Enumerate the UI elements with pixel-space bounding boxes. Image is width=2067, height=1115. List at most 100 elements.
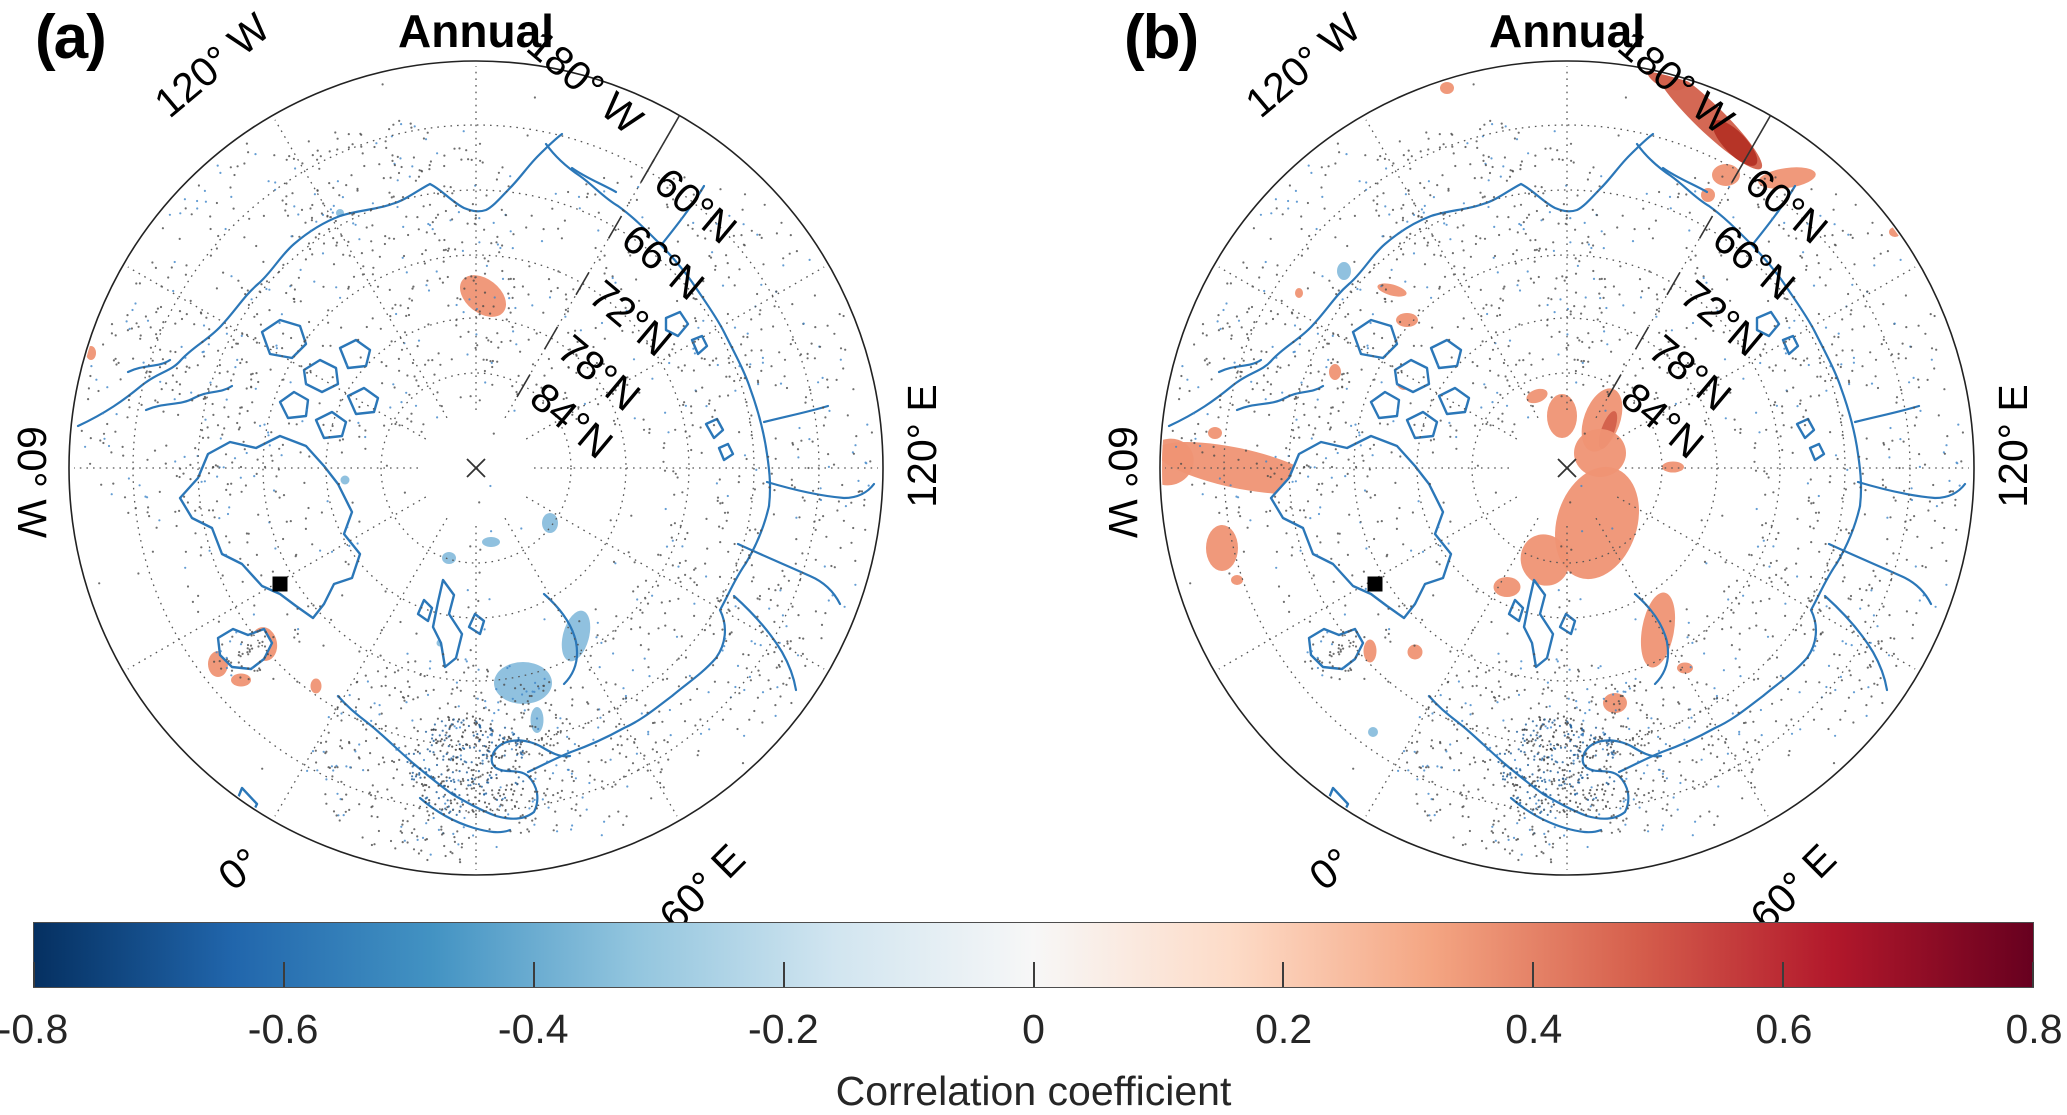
meridian-label: 180° W bbox=[519, 21, 652, 143]
correlation-region bbox=[531, 707, 544, 733]
island-coastline bbox=[1353, 320, 1397, 358]
correlation-regions bbox=[1137, 56, 1901, 737]
latitude-tick bbox=[576, 272, 589, 295]
island-coastline bbox=[348, 388, 378, 414]
meridian-label: 60° W bbox=[1100, 426, 1146, 538]
latitude-tick bbox=[545, 327, 558, 350]
island-coastline bbox=[1783, 336, 1798, 354]
station-marker bbox=[273, 577, 288, 592]
meridian-label: 0° bbox=[210, 839, 269, 899]
correlation-region bbox=[1408, 645, 1423, 660]
colorbar-tick-label: -0.8 bbox=[0, 1006, 68, 1053]
correlation-region bbox=[482, 537, 500, 547]
colorbar-tick-mark bbox=[33, 962, 35, 987]
island-coastline bbox=[316, 412, 346, 438]
pole-cross-marker bbox=[467, 459, 485, 477]
meridian-label: 180° W bbox=[1610, 21, 1743, 143]
correlation-region bbox=[1206, 525, 1238, 571]
island-coastline bbox=[719, 444, 733, 460]
island-coastline bbox=[469, 614, 484, 634]
colorbar-tick-label: 0.4 bbox=[1505, 1006, 1562, 1053]
correlation-region bbox=[442, 552, 456, 564]
colorbar-tick-label: -0.2 bbox=[748, 1006, 819, 1053]
latitude-tick bbox=[1636, 327, 1649, 350]
island-coastline bbox=[1797, 419, 1814, 438]
correlation-region bbox=[1231, 575, 1243, 585]
meridian-label: 120° E bbox=[899, 384, 945, 508]
meridian-line bbox=[1219, 267, 1517, 439]
correlation-region bbox=[341, 476, 350, 485]
islands bbox=[180, 312, 733, 820]
correlation-region bbox=[1208, 427, 1222, 439]
colorbar-tick-label: -0.4 bbox=[498, 1006, 569, 1053]
colorbar-gradient bbox=[33, 922, 2034, 988]
latitude-tick bbox=[609, 216, 622, 239]
coastline bbox=[1858, 482, 1965, 498]
colorbar-tick-mark bbox=[1282, 962, 1284, 987]
island-coastline bbox=[1810, 444, 1824, 460]
island-coastline bbox=[1439, 388, 1469, 414]
meridian-line bbox=[1366, 120, 1538, 418]
correlation-region bbox=[1524, 386, 1549, 406]
colorbar-tick-label: 0.8 bbox=[2006, 1006, 2063, 1053]
colorbar-tick-mark bbox=[533, 962, 535, 987]
colorbar-tick-label: 0 bbox=[1022, 1006, 1045, 1053]
coastline bbox=[1219, 360, 1261, 372]
colorbar-tick-mark bbox=[1782, 962, 1784, 987]
station-marker bbox=[1368, 577, 1383, 592]
map-clipped-content bbox=[1137, 56, 1965, 864]
colorbar-tick-mark bbox=[783, 962, 785, 987]
colorbar-tick-labels: -0.8 -0.6 -0.4 -0.2 0 0.2 0.4 0.6 0.8 bbox=[33, 1006, 2034, 1060]
island-coastline bbox=[1309, 629, 1363, 669]
correlation-region bbox=[1368, 727, 1378, 737]
coastline bbox=[764, 406, 828, 422]
colorbar-tick-label: 0.6 bbox=[1755, 1006, 1812, 1053]
island-coastline bbox=[1560, 614, 1575, 634]
coastline bbox=[128, 360, 170, 372]
correlation-region bbox=[1364, 640, 1377, 663]
colorbar-tick-label: -0.6 bbox=[248, 1006, 319, 1053]
correlation-region bbox=[1295, 288, 1303, 298]
island-coastline bbox=[262, 320, 306, 358]
correlation-region bbox=[1376, 281, 1408, 299]
island-coastline bbox=[180, 436, 360, 618]
colorbar-tick-mark bbox=[2032, 962, 2034, 987]
coastline bbox=[1855, 406, 1919, 422]
colorbar-tick-mark bbox=[1532, 962, 1534, 987]
correlation-region bbox=[311, 679, 322, 694]
latitude-tick bbox=[1700, 216, 1713, 239]
island-coastline bbox=[1509, 600, 1523, 621]
island-coastline bbox=[1271, 436, 1451, 618]
meridian-line bbox=[128, 267, 426, 439]
meridian-label: 60° W bbox=[9, 426, 55, 538]
coastline bbox=[738, 544, 840, 604]
correlation-region bbox=[1440, 82, 1454, 94]
coastline bbox=[767, 482, 874, 498]
island-coastline bbox=[1524, 580, 1553, 667]
pole-cross-marker bbox=[1558, 459, 1576, 477]
meridian-label: 120° W bbox=[146, 4, 279, 126]
labeled-meridian-segment bbox=[652, 116, 680, 164]
coastline bbox=[146, 386, 232, 410]
correlation-region bbox=[1329, 364, 1341, 380]
island-coastline bbox=[340, 340, 370, 368]
island-coastline bbox=[280, 392, 308, 418]
island-coastline bbox=[418, 600, 432, 621]
correlation-region bbox=[1547, 394, 1577, 438]
colorbar-tick-mark bbox=[1033, 962, 1035, 987]
latitude-tick bbox=[641, 160, 654, 183]
correlation-region bbox=[542, 513, 558, 533]
colorbar-tick-mark bbox=[283, 962, 285, 987]
island-coastline bbox=[1407, 412, 1437, 438]
island-coastline bbox=[433, 580, 462, 667]
correlation-region bbox=[1337, 262, 1351, 280]
colorbar-tick-label: 0.2 bbox=[1255, 1006, 1312, 1053]
latitude-tick bbox=[1667, 272, 1680, 295]
island-coastline bbox=[706, 419, 723, 438]
meridian-label: 120° E bbox=[1990, 384, 2036, 508]
colorbar-axis-label: Correlation coefficient bbox=[33, 1068, 2034, 1115]
